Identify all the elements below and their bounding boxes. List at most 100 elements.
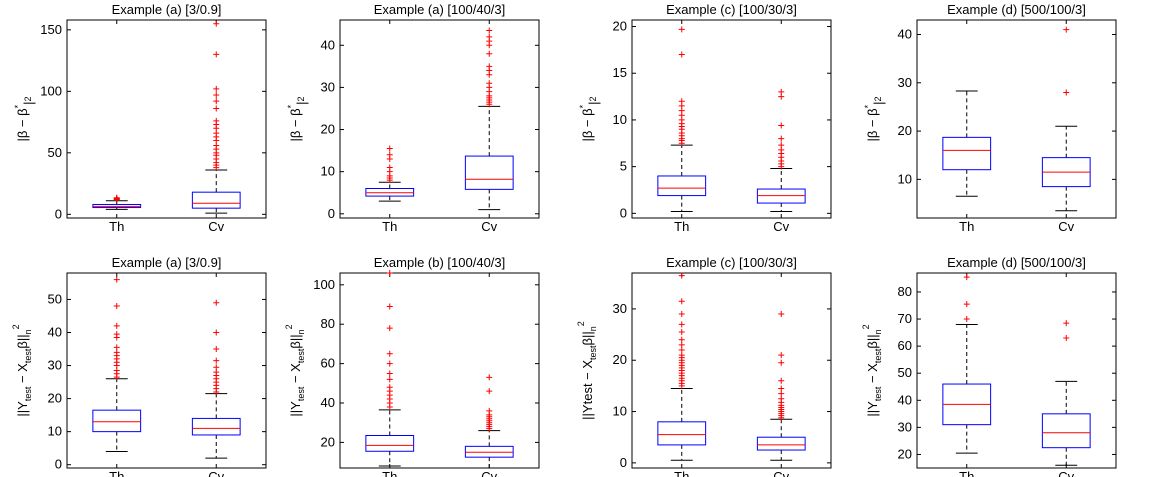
box-th bbox=[365, 145, 415, 202]
outlier-point bbox=[678, 336, 685, 343]
outlier-point bbox=[963, 301, 970, 308]
subplot-title: Example (c) [100/30/3] bbox=[666, 2, 797, 17]
y-axis-label: |β − β*|2 bbox=[863, 96, 886, 141]
iqr-box bbox=[756, 436, 806, 451]
box-cv bbox=[191, 299, 241, 459]
outlier-point bbox=[778, 122, 785, 129]
subplot-4: Example (d) [500/100/3] 10 20 30 40 Th Cv |β − … bbox=[863, 2, 1117, 234]
y-axis-label: ||Ytest − Xtestβ||n2 bbox=[576, 321, 598, 420]
y-tick-label: 20 bbox=[48, 391, 62, 406]
subplot-title: Example (a) [3/0.9] bbox=[112, 255, 222, 270]
outlier-point bbox=[213, 329, 220, 336]
subplot-title: Example (b) [100/40/3] bbox=[374, 255, 506, 270]
x-tick-label: Cv bbox=[773, 219, 789, 234]
subplot-title: Example (a) [3/0.9] bbox=[112, 2, 222, 17]
box-cv bbox=[756, 88, 806, 212]
box-cv bbox=[756, 311, 806, 461]
outlier-point bbox=[113, 344, 120, 351]
outlier-point bbox=[213, 357, 220, 364]
outlier-point bbox=[386, 145, 393, 152]
y-tick-label: 40 bbox=[898, 392, 912, 407]
y-tick-label: 30 bbox=[613, 301, 627, 316]
y-tick-label: 20 bbox=[613, 352, 627, 367]
subplot-1: Example (a) [3/0.9] 0 50 100 150 Th Cv |β − β*|… bbox=[13, 2, 267, 234]
iqr-box bbox=[92, 409, 142, 433]
outlier-point bbox=[113, 276, 120, 283]
y-tick-label: 100 bbox=[40, 83, 62, 98]
outlier-point bbox=[386, 151, 393, 158]
y-tick-label: 30 bbox=[321, 79, 335, 94]
subplot-title: Example (d) [500/100/3] bbox=[947, 2, 1086, 17]
y-tick-label: 30 bbox=[898, 419, 912, 434]
y-tick-label: 0 bbox=[55, 206, 62, 221]
axes-frame bbox=[631, 19, 832, 219]
outlier-point bbox=[778, 135, 785, 142]
y-tick-label: 20 bbox=[321, 122, 335, 137]
x-tick-label: Th bbox=[382, 469, 397, 477]
y-tick-label: 10 bbox=[321, 164, 335, 179]
box-th bbox=[92, 276, 142, 452]
x-tick-label: Cv bbox=[773, 469, 789, 477]
y-axis-label: ||Ytest − Xtestβ||n2 bbox=[284, 324, 306, 416]
y-tick-label: 0 bbox=[328, 206, 335, 221]
y-tick-label: 80 bbox=[898, 284, 912, 299]
y-tick-label: 0 bbox=[620, 455, 627, 470]
outlier-point bbox=[963, 316, 970, 323]
y-tick-label: 15 bbox=[613, 65, 627, 80]
x-tick-label: Cv bbox=[1058, 219, 1074, 234]
iqr-box bbox=[657, 175, 707, 197]
outlier-point bbox=[486, 27, 493, 34]
outlier-point bbox=[386, 360, 393, 367]
outlier-point bbox=[678, 272, 685, 279]
y-tick-label: 50 bbox=[48, 145, 62, 160]
y-axis-label: |β − β*|2 bbox=[286, 96, 309, 141]
box-th bbox=[942, 90, 992, 197]
box-cv bbox=[1041, 320, 1091, 466]
x-tick-label: Cv bbox=[481, 469, 497, 477]
y-tick-label: 60 bbox=[898, 338, 912, 353]
outlier-point bbox=[213, 105, 220, 112]
outlier-point bbox=[778, 352, 785, 359]
y-tick-label: 40 bbox=[321, 37, 335, 52]
outlier-point bbox=[113, 322, 120, 329]
outlier-point bbox=[386, 270, 393, 276]
y-tick-label: 150 bbox=[40, 22, 62, 37]
outlier-point bbox=[678, 311, 685, 318]
outlier-point bbox=[1063, 320, 1070, 327]
axes-frame bbox=[66, 272, 267, 469]
x-tick-label: Th bbox=[109, 219, 124, 234]
box-th bbox=[92, 194, 142, 210]
outlier-point bbox=[213, 364, 220, 371]
x-tick-label: Th bbox=[109, 469, 124, 477]
outlier-point bbox=[678, 346, 685, 353]
y-tick-label: 50 bbox=[898, 365, 912, 380]
outlier-point bbox=[213, 346, 220, 353]
axes-frame bbox=[916, 19, 1117, 219]
x-tick-label: Cv bbox=[208, 469, 224, 477]
y-axis-label: |β − β*|2 bbox=[13, 96, 36, 141]
outlier-point bbox=[386, 164, 393, 171]
box-cv bbox=[464, 27, 514, 211]
y-tick-label: 40 bbox=[321, 395, 335, 410]
outlier-point bbox=[213, 117, 220, 124]
outlier-point bbox=[386, 325, 393, 332]
outlier-point bbox=[386, 303, 393, 310]
box-th bbox=[942, 274, 992, 454]
outlier-point bbox=[1063, 26, 1070, 33]
subplot-title: Example (d) [500/100/3] bbox=[947, 255, 1086, 270]
axes-frame bbox=[339, 19, 540, 219]
y-tick-label: 10 bbox=[898, 171, 912, 186]
y-tick-label: 80 bbox=[321, 316, 335, 331]
subplot-6: Example (b) [100/40/3] 20 40 60 80 100 Th Cv ||Y… bbox=[284, 255, 540, 477]
y-axis-label: ||Ytest − Xtestβ||n2 bbox=[861, 324, 883, 416]
outlier-point bbox=[213, 299, 220, 306]
iqr-box bbox=[191, 417, 241, 436]
outlier-point bbox=[963, 274, 970, 281]
x-tick-label: Th bbox=[959, 469, 974, 477]
x-tick-label: Th bbox=[674, 219, 689, 234]
outlier-point bbox=[678, 341, 685, 348]
outlier-point bbox=[213, 51, 220, 58]
iqr-box bbox=[191, 191, 241, 209]
outlier-point bbox=[386, 376, 393, 383]
